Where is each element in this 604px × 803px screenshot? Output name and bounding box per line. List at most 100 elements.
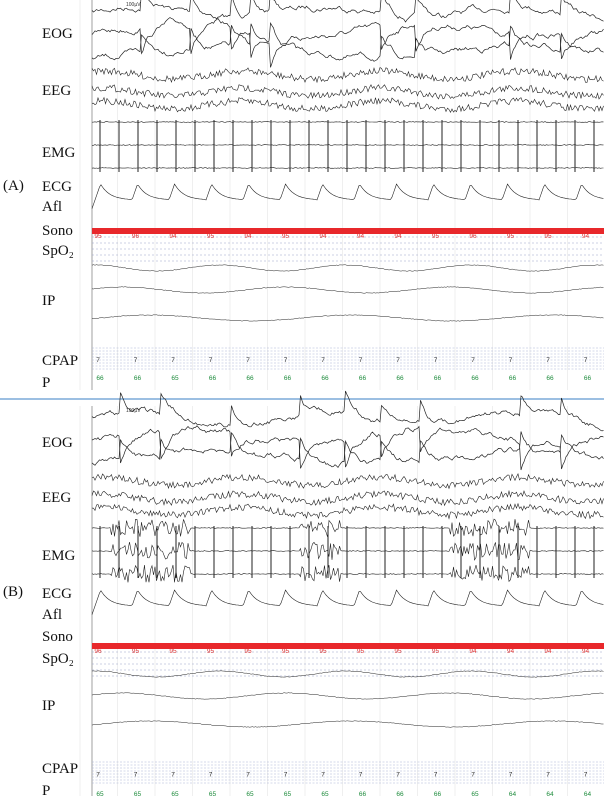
- ip-trace: [91, 692, 604, 700]
- cpap-value: 7: [471, 772, 475, 779]
- pulse-value: 66: [509, 375, 517, 382]
- pulse-value: 66: [584, 375, 592, 382]
- channel-label: EMG: [42, 548, 76, 564]
- channel-label: EOG: [42, 435, 73, 451]
- emg-trace: [92, 144, 604, 146]
- cpap-value: 7: [246, 357, 250, 364]
- cpap-value: 7: [171, 357, 175, 364]
- channel-label: IP: [42, 293, 55, 309]
- channel-label: P: [42, 783, 50, 799]
- spo2-value: 95: [207, 648, 215, 655]
- eog-trace: [91, 21, 604, 62]
- channel-label: SpO₂: [42, 243, 74, 259]
- spo2-value: 95: [357, 648, 365, 655]
- pulse-value: 65: [209, 791, 217, 798]
- cpap-value: 7: [396, 357, 400, 364]
- channel-label: EEG: [42, 490, 71, 506]
- spo2-value: 95: [394, 648, 402, 655]
- spo2-band: [92, 643, 604, 649]
- cpap-value: 7: [134, 357, 138, 364]
- cpap-value: 7: [471, 357, 475, 364]
- channel-label: SpO₂: [42, 651, 74, 667]
- pulse-value: 65: [284, 791, 292, 798]
- spo2-value: 96: [132, 233, 140, 240]
- ip-trace: [91, 314, 604, 322]
- pulse-value: 65: [471, 791, 479, 798]
- cpap-value: 7: [359, 772, 363, 779]
- cpap-value: 7: [584, 357, 588, 364]
- pulse-value: 66: [321, 375, 329, 382]
- panel-label: (B): [3, 584, 23, 600]
- cpap-value: 7: [434, 772, 438, 779]
- spo2-value: 95: [169, 648, 177, 655]
- ecg-trace: [91, 589, 604, 615]
- panel-label: (A): [3, 178, 24, 194]
- pulse-value: 66: [396, 791, 404, 798]
- channel-label: CPAP: [42, 761, 78, 777]
- spo2-value: 95: [544, 233, 552, 240]
- spo2-value: 95: [94, 233, 102, 240]
- spo2-value: 94: [582, 648, 590, 655]
- emg-trace: [91, 518, 604, 537]
- scale-label: 100µV: [126, 408, 141, 414]
- pulse-value: 66: [396, 375, 404, 382]
- spo2-value: 95: [432, 233, 440, 240]
- spo2-value: 94: [507, 648, 515, 655]
- eeg-trace: [91, 502, 604, 520]
- channel-label: EOG: [42, 26, 73, 42]
- channel-label: ECG: [42, 586, 72, 602]
- spo2-value: 95: [207, 233, 215, 240]
- spo2-value: 95: [244, 648, 252, 655]
- scale-label: 100µV: [126, 2, 141, 8]
- pulse-value: 66: [284, 375, 292, 382]
- spo2-value: 95: [507, 233, 515, 240]
- emg-trace: [91, 167, 604, 169]
- eeg-trace: [91, 473, 604, 490]
- eog-trace: [91, 0, 604, 23]
- pulse-value: 66: [96, 375, 104, 382]
- cpap-value: 7: [546, 357, 550, 364]
- spo2-value: 94: [582, 233, 590, 240]
- channel-label: Afl: [42, 199, 62, 215]
- pulse-value: 66: [134, 375, 142, 382]
- eeg-trace: [91, 489, 604, 507]
- channel-label: EMG: [42, 145, 76, 161]
- channel-label: ECG: [42, 179, 72, 195]
- cpap-value: 7: [96, 357, 100, 364]
- cpap-value: 7: [134, 772, 138, 779]
- eog-trace: [91, 425, 604, 471]
- ip-trace: [91, 670, 604, 678]
- ip-trace: [91, 286, 604, 294]
- cpap-value: 7: [246, 772, 250, 779]
- spo2-value: 94: [169, 233, 177, 240]
- pulse-value: 66: [434, 791, 442, 798]
- emg-trace: [91, 541, 604, 561]
- pulse-value: 65: [321, 791, 329, 798]
- emg-trace: [91, 121, 604, 123]
- spo2-value: 96: [469, 233, 477, 240]
- pulse-value: 65: [246, 791, 254, 798]
- cpap-value: 7: [209, 772, 213, 779]
- pulse-value: 66: [546, 375, 554, 382]
- cpap-value: 7: [96, 772, 100, 779]
- cpap-value: 7: [546, 772, 550, 779]
- pulse-value: 65: [96, 791, 104, 798]
- spo2-value: 94: [244, 233, 252, 240]
- spo2-value: 94: [544, 648, 552, 655]
- cpap-value: 7: [509, 772, 513, 779]
- eeg-trace: [91, 67, 604, 84]
- channel-label: Afl: [42, 607, 62, 623]
- pulse-value: 66: [359, 791, 367, 798]
- spo2-value: 95: [282, 648, 290, 655]
- pulse-value: 66: [209, 375, 217, 382]
- cpap-value: 7: [209, 357, 213, 364]
- ecg-trace: [91, 183, 604, 209]
- spo2-band: [92, 228, 604, 234]
- pulse-value: 64: [509, 791, 517, 798]
- spo2-value: 95: [319, 648, 327, 655]
- pulse-value: 66: [471, 375, 479, 382]
- cpap-value: 7: [509, 357, 513, 364]
- eeg-trace: [91, 84, 604, 100]
- spo2-value: 94: [319, 233, 327, 240]
